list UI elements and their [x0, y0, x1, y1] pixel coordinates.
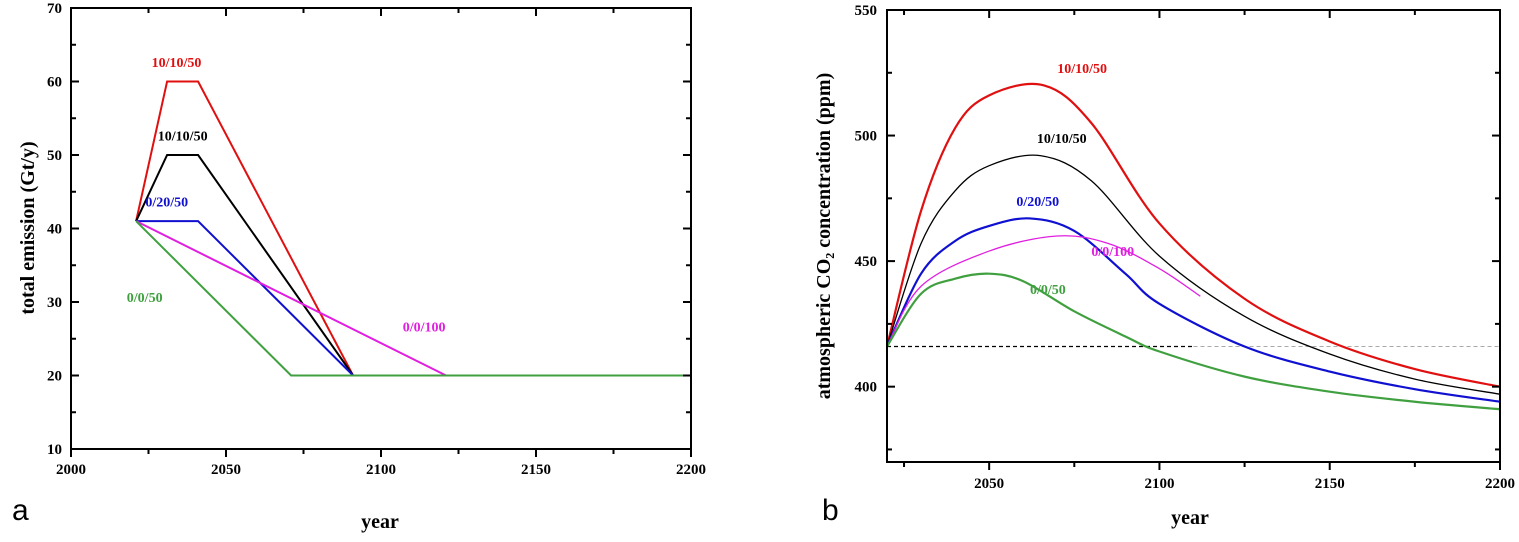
series-label-2: 0/20/50 — [1016, 195, 1059, 210]
series-label-4: 0/0/50 — [1030, 283, 1066, 298]
x-tick-label: 2200 — [1485, 476, 1515, 492]
x-tick-label: 2200 — [676, 462, 706, 478]
series-line-2 — [886, 217, 1501, 403]
y-tick-label: 50 — [47, 148, 62, 164]
y-tick-label: 20 — [47, 369, 62, 385]
y-tick-label: 500 — [855, 129, 878, 145]
y-tick-label: 60 — [47, 75, 62, 91]
series-line-1 — [135, 154, 691, 377]
y-tick-label: 40 — [47, 222, 62, 238]
series-label-0: 10/10/50 — [152, 56, 202, 71]
y-tick-label: 400 — [855, 380, 878, 396]
x-axis-title: year — [361, 511, 399, 533]
series-line-4 — [135, 220, 691, 377]
x-axis-title: year — [1171, 507, 1209, 529]
series-label-3: 0/0/100 — [1091, 245, 1134, 260]
series-line-3 — [886, 235, 1201, 347]
x-tick-label: 2050 — [211, 462, 241, 478]
series-label-2: 0/20/50 — [145, 195, 188, 210]
series-line-2 — [136, 220, 691, 377]
series-label-3: 0/0/100 — [403, 320, 446, 335]
y-tick-label: 550 — [855, 3, 878, 19]
plot-frame — [886, 9, 1501, 463]
series-line-0 — [885, 82, 1501, 388]
y-axis-title: atmospheric CO₂ concentration (ppm) — [813, 73, 835, 400]
panel-letter: b — [822, 494, 839, 527]
series-label-0: 10/10/50 — [1057, 62, 1107, 77]
x-tick-label: 2150 — [1315, 476, 1345, 492]
y-tick-label: 10 — [47, 442, 62, 458]
y-tick-label: 30 — [47, 295, 62, 311]
panel-letter: a — [12, 494, 29, 527]
series-label-4: 0/0/50 — [127, 291, 163, 306]
plot-frame — [70, 7, 692, 450]
series-line-4 — [886, 272, 1501, 411]
x-tick-label: 2150 — [521, 462, 551, 478]
x-tick-label: 2100 — [366, 462, 396, 478]
series-label-1: 10/10/50 — [1037, 132, 1087, 147]
y-tick-label: 450 — [855, 254, 878, 270]
panel-b: 10/10/50 10/10/50 0/20/50 0/0/100 0/0/50 2050… — [813, 3, 1515, 529]
panel-a: 10/10/50 10/10/50 0/20/50 0/0/100 0/0/50 2000… — [12, 1, 706, 533]
series-line-3 — [135, 220, 691, 377]
x-tick-label: 2000 — [56, 462, 86, 478]
y-axis-title: total emission (Gt/y) — [17, 141, 39, 314]
x-tick-label: 2100 — [1144, 476, 1174, 492]
y-tick-label: 70 — [47, 1, 62, 17]
series-line-1 — [886, 154, 1501, 395]
series-label-1: 10/10/50 — [158, 129, 208, 144]
x-tick-label: 2050 — [974, 476, 1004, 492]
